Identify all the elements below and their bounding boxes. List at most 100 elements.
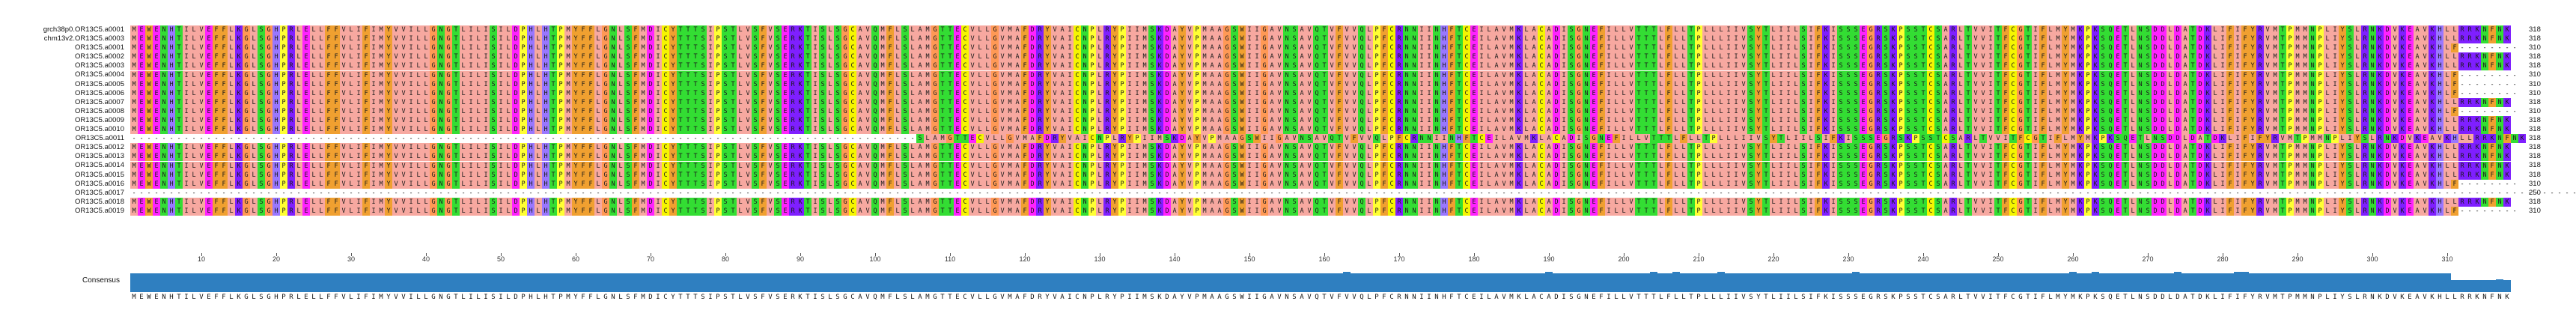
sequence-name[interactable]: grch38p0.OR13C5.a0001 <box>0 25 126 34</box>
residue-cell: Y <box>2249 70 2256 80</box>
residue-cell: I <box>2032 88 2039 98</box>
residue-cell: L <box>1523 97 1530 107</box>
residue-cell: T <box>684 61 692 71</box>
residue-cell: K <box>2391 134 2399 144</box>
sequence-name[interactable]: OR13C5.a0010 <box>0 125 126 134</box>
residue-cell: N <box>1425 134 1433 144</box>
residue-cell: R <box>2256 106 2264 116</box>
residue-cell: K <box>797 79 804 89</box>
residue-cell: D <box>1553 106 1560 116</box>
sequence-name[interactable]: OR13C5.a0003 <box>0 61 126 70</box>
residue-cell: H <box>1440 88 1448 98</box>
residue-cell: M <box>1201 43 1208 53</box>
residue-cell: F <box>579 125 587 135</box>
residue-cell: V <box>999 79 1006 89</box>
residue-cell: F <box>325 152 332 162</box>
residue-cell: V <box>744 116 752 126</box>
residue-cell: S <box>699 25 707 35</box>
residue-cell: T <box>2024 61 2032 71</box>
residue-cell: F <box>632 106 639 116</box>
residue-cell: V <box>1276 106 1283 116</box>
sequence-name[interactable]: OR13C5.a0006 <box>0 89 126 98</box>
sequence-name[interactable]: OR13C5.a0012 <box>0 143 126 152</box>
residue-cell: F <box>1336 125 1343 135</box>
residue-cell: - <box>2466 89 2473 98</box>
residue-cell: G <box>841 97 849 107</box>
residue-cell: Q <box>2107 106 2114 116</box>
residue-cell: Q <box>871 61 879 71</box>
sequence-name[interactable]: OR13C5.a0001 <box>0 43 126 52</box>
residue-cell: T <box>549 106 557 116</box>
residue-cell: F <box>2241 70 2249 80</box>
residue-cell: - <box>669 134 677 143</box>
sequence-name[interactable]: OR13C5.a0016 <box>0 180 126 189</box>
residue-cell: I <box>2331 43 2339 53</box>
residue-cell: K <box>2473 116 2481 126</box>
residue-cell: V <box>1351 152 1358 162</box>
residue-cell: M <box>2294 125 2301 135</box>
sequence-name[interactable]: OR13C5.a0015 <box>0 171 126 180</box>
residue-cell: L <box>1680 61 1687 71</box>
residue-cell: S <box>1882 97 1890 107</box>
residue-cell: F <box>1665 70 1672 80</box>
sequence-name[interactable]: OR13C5.a0002 <box>0 52 126 61</box>
sequence-name[interactable]: OR13C5.a0005 <box>0 80 126 89</box>
sequence-name[interactable]: OR13C5.a0019 <box>0 207 126 216</box>
sequence-name[interactable]: OR13C5.a0008 <box>0 107 126 116</box>
sequence-name[interactable]: OR13C5.a0007 <box>0 98 126 107</box>
sequence-name[interactable]: OR13C5.a0009 <box>0 116 126 125</box>
residue-cell: S <box>2099 43 2107 53</box>
residue-cell: R <box>1036 116 1044 126</box>
residue-cell: F <box>325 79 332 89</box>
residue-cell: V <box>864 79 871 89</box>
residue-cell: Y <box>2249 143 2256 153</box>
sequence-name[interactable]: OR13C5.a0004 <box>0 70 126 79</box>
residue-cell: Y <box>2062 152 2069 162</box>
residue-cell: N <box>2496 134 2503 144</box>
residue-cell: L <box>1657 97 1665 107</box>
residue-cell: A <box>1545 88 1553 98</box>
residue-cell: L <box>826 152 834 162</box>
residue-cell: T <box>1964 152 1972 162</box>
residue-cell: N <box>1081 106 1088 116</box>
sequence-name[interactable]: OR13C5.a0018 <box>0 198 126 207</box>
residue-cell: C <box>849 116 856 126</box>
residue-cell: M <box>2301 61 2309 71</box>
residue-cell: A <box>1059 106 1066 116</box>
residue-cell: P <box>1695 25 1702 35</box>
residue-cell: P <box>714 43 722 53</box>
sequence-name[interactable]: OR13C5.a0014 <box>0 161 126 170</box>
residue-cell: M <box>2271 97 2279 107</box>
residue-cell: R <box>1875 34 1882 44</box>
sequence-row[interactable]: ----------------------------------------… <box>130 134 2526 144</box>
residue-cell: N <box>2496 97 2503 107</box>
residue-cell: Y <box>1178 97 1186 107</box>
residue-cell: K <box>235 79 243 89</box>
residue-cell: G <box>445 25 452 35</box>
sequence-name[interactable]: chm13v2.OR13C5.a0003 <box>0 34 126 43</box>
residue-cell: L <box>1672 70 1680 80</box>
sequence-name[interactable]: OR13C5.a0011 <box>0 134 126 143</box>
residue-cell: V <box>392 25 400 35</box>
residue-cell: I <box>1830 106 1837 116</box>
residue-cell: I <box>482 143 490 153</box>
residue-cell: F <box>2451 88 2458 98</box>
sequence-name[interactable]: OR13C5.a0017 <box>0 189 126 198</box>
sequence-name[interactable]: OR13C5.a0013 <box>0 152 126 161</box>
